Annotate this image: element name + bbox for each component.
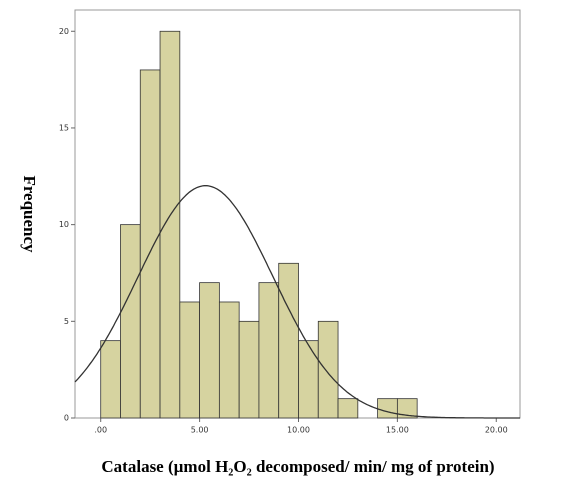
x-tick-label: .00: [94, 426, 107, 435]
bar: [139, 69, 161, 419]
bar: [199, 282, 220, 419]
bar: [337, 398, 359, 419]
bar: [278, 262, 299, 419]
bar: [120, 224, 141, 419]
y-tick-label: 15: [59, 123, 69, 132]
bar: [218, 301, 240, 419]
bar: [238, 320, 260, 419]
y-tick-label: 20: [59, 27, 69, 36]
x-axis-label: Catalase (µmol H₂O₂ decomposed/ min/ mg …: [101, 457, 494, 476]
x-tick-label: 10.00: [287, 426, 310, 435]
bar: [298, 340, 319, 419]
bar: [179, 301, 200, 419]
y-tick-label: 5: [64, 317, 69, 326]
x-tick-label: 15.00: [386, 426, 409, 435]
bar: [159, 30, 181, 419]
bar: [258, 282, 280, 419]
y-axis-label: Frequency: [20, 175, 39, 253]
bar: [396, 398, 418, 419]
y-tick-label: 10: [59, 220, 69, 229]
x-tick-label: 5.00: [191, 426, 209, 435]
x-tick-label: 20.00: [485, 426, 508, 435]
normal-curve: [74, 185, 520, 419]
bar: [100, 340, 121, 419]
bar: [317, 320, 339, 419]
bar: [377, 398, 398, 419]
y-tick-label: 0: [64, 414, 69, 423]
